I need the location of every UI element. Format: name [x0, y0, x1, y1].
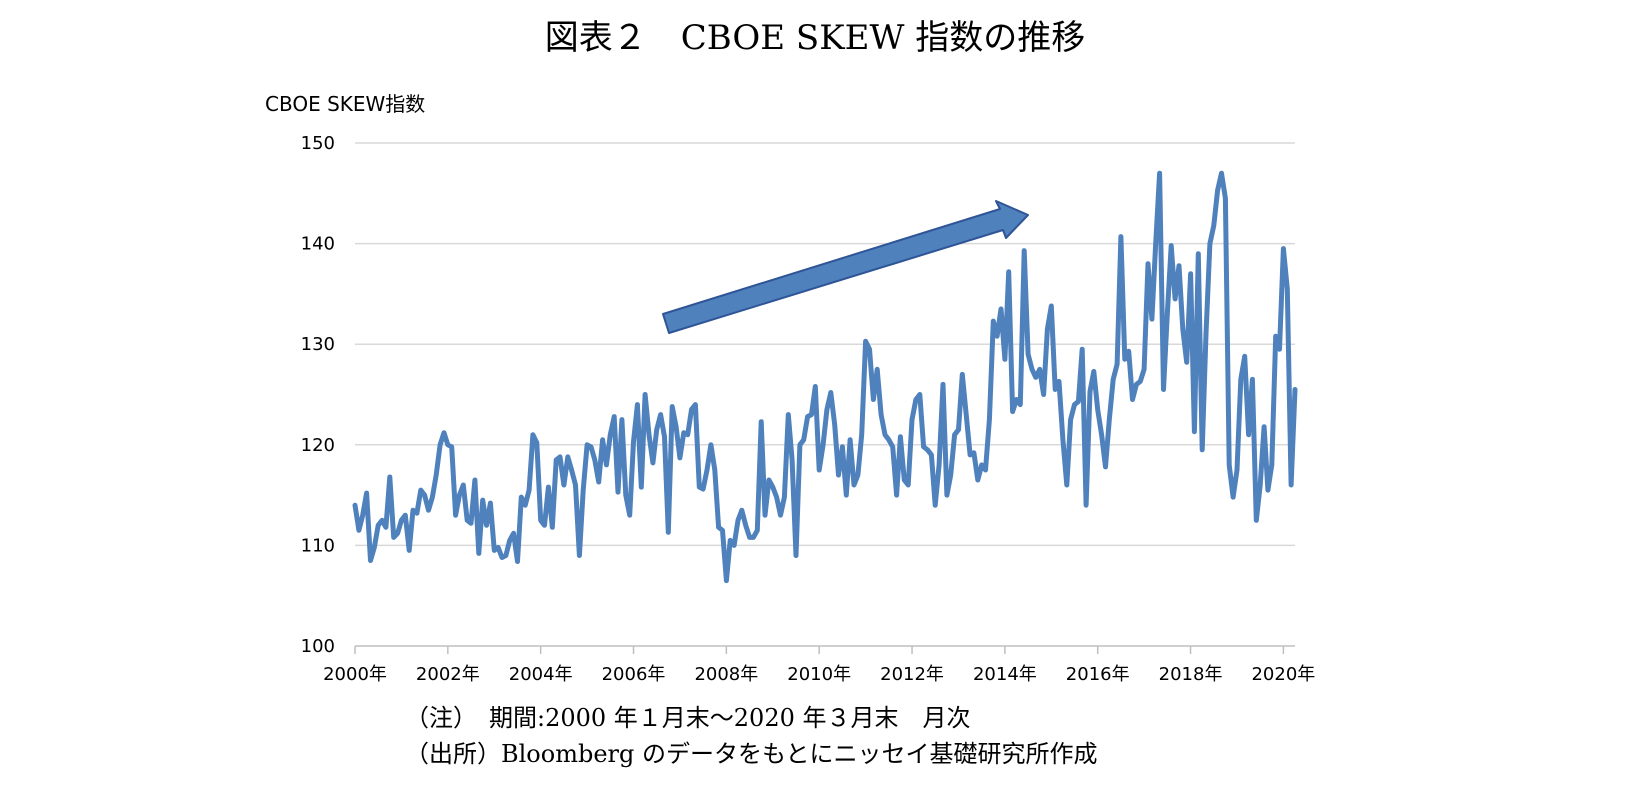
x-tick-label: 2010年 [787, 664, 851, 685]
x-tick-label: 2012年 [880, 664, 944, 685]
x-tick-label: 2016年 [1066, 664, 1130, 685]
x-tick-label: 2002年 [416, 664, 480, 685]
note-period: （注） 期間:2000 年１月末～2020 年３月末 月次 [405, 704, 971, 732]
y-tick-label: 140 [301, 234, 335, 255]
x-tick-label: 2004年 [509, 664, 573, 685]
y-tick-label: 150 [301, 133, 335, 154]
series-layer [352, 170, 1298, 584]
x-tick-label: 2000年 [323, 664, 387, 685]
note-source: （出所）Bloomberg のデータをもとにニッセイ基礎研究所作成 [405, 740, 1098, 768]
y-tick-label: 100 [301, 636, 335, 657]
x-tick-label: 2006年 [602, 664, 666, 685]
series-line [352, 170, 1298, 584]
y-tick-label: 120 [301, 435, 335, 456]
y-axis-label: CBOE SKEW指数 [265, 92, 426, 116]
footnotes: （注） 期間:2000 年１月末～2020 年３月末 月次 （出所）Bloomb… [405, 700, 1098, 772]
trend-arrow-layer [662, 200, 1029, 334]
x-tick-label: 2008年 [694, 664, 758, 685]
x-tick-labels: 2000年 2002年 2004年 2006年 2008年 2010年 2012年 2014年… [323, 664, 1315, 685]
y-tick-labels: 150 140 130 120 110 100 [301, 133, 335, 657]
x-tick-label: 2014年 [973, 664, 1037, 685]
x-tick-label: 2020年 [1251, 664, 1315, 685]
gridlines [354, 142, 1295, 654]
y-tick-label: 130 [301, 334, 335, 355]
figure-title: 図表２ CBOE SKEW 指数の推移 [544, 18, 1086, 58]
trend-arrow-icon [662, 200, 1029, 334]
x-tick-label: 2018年 [1159, 664, 1223, 685]
y-tick-label: 110 [301, 535, 335, 556]
